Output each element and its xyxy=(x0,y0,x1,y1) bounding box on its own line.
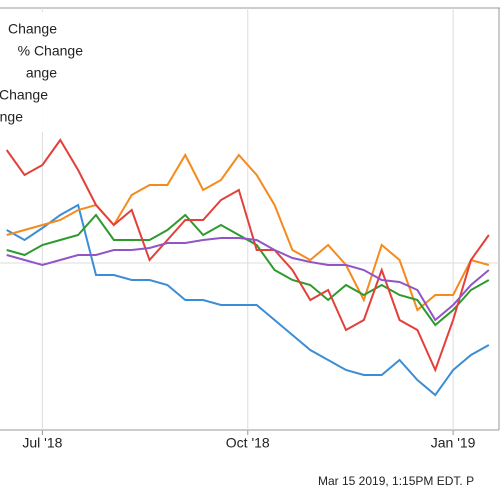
x-tick-label: Jan '19 xyxy=(431,435,476,451)
plot xyxy=(5,8,490,435)
x-tick-label: Oct '18 xyxy=(226,435,270,451)
series-line xyxy=(6,203,490,397)
legend-label: Change xyxy=(8,21,57,37)
legend-label: nge xyxy=(0,109,23,125)
series-line xyxy=(6,237,490,322)
legend-box xyxy=(0,12,96,132)
footer: Mar 15 2019, 1:15PM EDT. P xyxy=(318,474,474,488)
legend-label: ange xyxy=(26,65,57,81)
legend-label: Change xyxy=(0,87,48,103)
legend-label: % Change xyxy=(18,43,84,59)
legend: Change % Change ange Change nge xyxy=(0,21,83,125)
series-line xyxy=(5,138,490,373)
x-tick-label: Jul '18 xyxy=(22,435,62,451)
